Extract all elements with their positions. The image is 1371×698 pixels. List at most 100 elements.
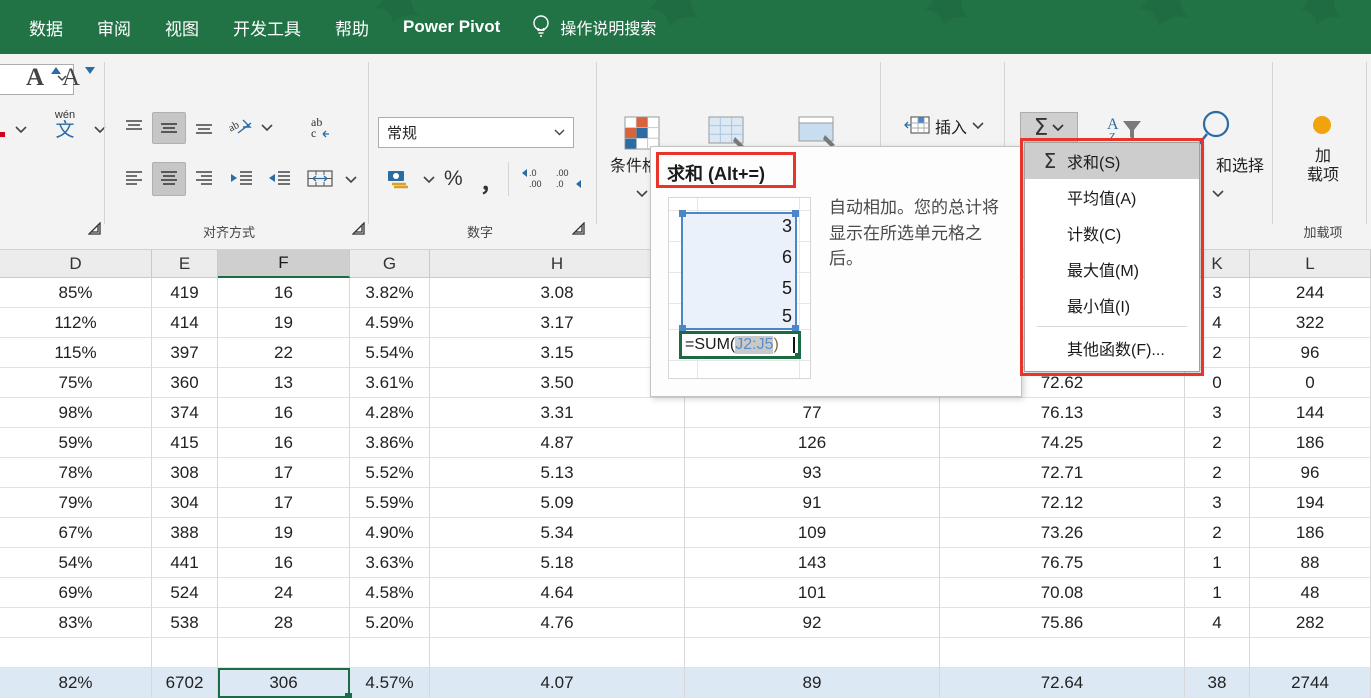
cell-E13[interactable] bbox=[152, 638, 218, 668]
cell-L8[interactable]: 194 bbox=[1250, 488, 1371, 518]
column-header-d[interactable]: D bbox=[0, 250, 152, 278]
cell-K1[interactable]: 3 bbox=[1185, 278, 1250, 308]
cell-J11[interactable]: 70.08 bbox=[940, 578, 1185, 608]
cell-I14[interactable]: 89 bbox=[685, 668, 940, 698]
cell-F12[interactable]: 28 bbox=[218, 608, 350, 638]
cell-E10[interactable]: 441 bbox=[152, 548, 218, 578]
column-header-f[interactable]: F bbox=[218, 250, 350, 278]
cell-J13[interactable] bbox=[940, 638, 1185, 668]
cell-styles-button[interactable] bbox=[790, 110, 846, 156]
cell-J14[interactable]: 72.64 bbox=[940, 668, 1185, 698]
cell-G1[interactable]: 3.82% bbox=[350, 278, 430, 308]
sort-filter-button[interactable]: A Z bbox=[1100, 110, 1162, 150]
cell-F5[interactable]: 16 bbox=[218, 398, 350, 428]
cell-D10[interactable]: 54% bbox=[0, 548, 152, 578]
cell-L5[interactable]: 144 bbox=[1250, 398, 1371, 428]
cell-D5[interactable]: 98% bbox=[0, 398, 152, 428]
cell-G14[interactable]: 4.57% bbox=[350, 668, 430, 698]
cell-D4[interactable]: 75% bbox=[0, 368, 152, 398]
cell-D13[interactable] bbox=[0, 638, 152, 668]
cell-D7[interactable]: 78% bbox=[0, 458, 152, 488]
cell-K8[interactable]: 3 bbox=[1185, 488, 1250, 518]
cell-H7[interactable]: 5.13 bbox=[430, 458, 685, 488]
column-header-e[interactable]: E bbox=[152, 250, 218, 278]
column-header-g[interactable]: G bbox=[350, 250, 430, 278]
cell-L4[interactable]: 0 bbox=[1250, 368, 1371, 398]
cell-J4[interactable]: 72.62 bbox=[940, 368, 1185, 398]
cell-K13[interactable] bbox=[1185, 638, 1250, 668]
cell-H10[interactable]: 5.18 bbox=[430, 548, 685, 578]
cell-G5[interactable]: 4.28% bbox=[350, 398, 430, 428]
cell-E4[interactable]: 360 bbox=[152, 368, 218, 398]
cell-E9[interactable]: 388 bbox=[152, 518, 218, 548]
cell-L14[interactable]: 2744 bbox=[1250, 668, 1371, 698]
cell-D3[interactable]: 115% bbox=[0, 338, 152, 368]
percent-style-button[interactable]: % bbox=[444, 167, 463, 191]
cell-K12[interactable]: 4 bbox=[1185, 608, 1250, 638]
chevron-down-icon[interactable] bbox=[94, 126, 106, 135]
cell-E2[interactable]: 414 bbox=[152, 308, 218, 338]
cell-E12[interactable]: 538 bbox=[152, 608, 218, 638]
cell-E11[interactable]: 524 bbox=[152, 578, 218, 608]
cell-G2[interactable]: 4.59% bbox=[350, 308, 430, 338]
cell-F10[interactable]: 16 bbox=[218, 548, 350, 578]
format-as-table-button[interactable] bbox=[700, 110, 756, 156]
cell-K2[interactable]: 4 bbox=[1185, 308, 1250, 338]
cell-J9[interactable]: 73.26 bbox=[940, 518, 1185, 548]
merge-cells-button[interactable] bbox=[300, 162, 340, 196]
alignment-dialog-launcher[interactable] bbox=[352, 222, 365, 235]
column-header-h[interactable]: H bbox=[430, 250, 685, 278]
cell-H3[interactable]: 3.15 bbox=[430, 338, 685, 368]
cell-K9[interactable]: 2 bbox=[1185, 518, 1250, 548]
table-row[interactable]: 98% 374 16 4.28% 3.31 77 76.13 3 144 bbox=[0, 398, 1371, 428]
cell-G7[interactable]: 5.52% bbox=[350, 458, 430, 488]
cell-K14[interactable]: 38 bbox=[1185, 668, 1250, 698]
decrease-decimal-button[interactable]: .00 .0 bbox=[552, 162, 586, 194]
cell-L12[interactable]: 282 bbox=[1250, 608, 1371, 638]
tab-help[interactable]: 帮助 bbox=[318, 0, 386, 54]
font-dialog-launcher[interactable] bbox=[88, 222, 101, 235]
insert-cells-button[interactable]: 插入 bbox=[898, 110, 990, 142]
cell-D11[interactable]: 69% bbox=[0, 578, 152, 608]
cell-F3[interactable]: 22 bbox=[218, 338, 350, 368]
increase-indent-button[interactable] bbox=[262, 164, 296, 194]
decrease-font-size-button[interactable]: A bbox=[62, 64, 80, 92]
cell-E14[interactable]: 6702 bbox=[152, 668, 218, 698]
cell-I9[interactable]: 109 bbox=[685, 518, 940, 548]
comma-style-button[interactable]: ， bbox=[480, 164, 503, 198]
tab-data[interactable]: 数据 bbox=[12, 0, 80, 54]
cell-G6[interactable]: 3.86% bbox=[350, 428, 430, 458]
align-middle-button[interactable] bbox=[152, 112, 186, 144]
orientation-button[interactable]: ab bbox=[224, 112, 258, 142]
cell-D8[interactable]: 79% bbox=[0, 488, 152, 518]
cell-K4[interactable]: 0 bbox=[1185, 368, 1250, 398]
chevron-down-icon[interactable] bbox=[636, 190, 648, 199]
increase-decimal-button[interactable]: .0 .00 bbox=[518, 162, 552, 194]
menu-item-sum[interactable]: Σ 求和(S) bbox=[1025, 143, 1199, 179]
cell-H6[interactable]: 4.87 bbox=[430, 428, 685, 458]
chevron-down-icon[interactable] bbox=[15, 126, 27, 135]
font-size-box[interactable] bbox=[0, 64, 74, 95]
cell-G11[interactable]: 4.58% bbox=[350, 578, 430, 608]
cell-I13[interactable] bbox=[685, 638, 940, 668]
cell-D2[interactable]: 112% bbox=[0, 308, 152, 338]
table-row[interactable]: 83% 538 28 5.20% 4.76 92 75.86 4 282 bbox=[0, 608, 1371, 638]
cell-D6[interactable]: 59% bbox=[0, 428, 152, 458]
cell-I10[interactable]: 143 bbox=[685, 548, 940, 578]
cell-L6[interactable]: 186 bbox=[1250, 428, 1371, 458]
cell-E6[interactable]: 415 bbox=[152, 428, 218, 458]
cell-H1[interactable]: 3.08 bbox=[430, 278, 685, 308]
cell-G13[interactable] bbox=[350, 638, 430, 668]
cell-J6[interactable]: 74.25 bbox=[940, 428, 1185, 458]
cell-L11[interactable]: 48 bbox=[1250, 578, 1371, 608]
cell-I11[interactable]: 101 bbox=[685, 578, 940, 608]
cell-K5[interactable]: 3 bbox=[1185, 398, 1250, 428]
conditional-format-button[interactable] bbox=[614, 110, 670, 156]
cell-H9[interactable]: 5.34 bbox=[430, 518, 685, 548]
cell-F7[interactable]: 17 bbox=[218, 458, 350, 488]
cell-E7[interactable]: 308 bbox=[152, 458, 218, 488]
tab-review[interactable]: 审阅 bbox=[80, 0, 148, 54]
cell-G3[interactable]: 5.54% bbox=[350, 338, 430, 368]
cell-J10[interactable]: 76.75 bbox=[940, 548, 1185, 578]
tell-me-search[interactable]: 操作说明搜索 bbox=[517, 14, 656, 40]
